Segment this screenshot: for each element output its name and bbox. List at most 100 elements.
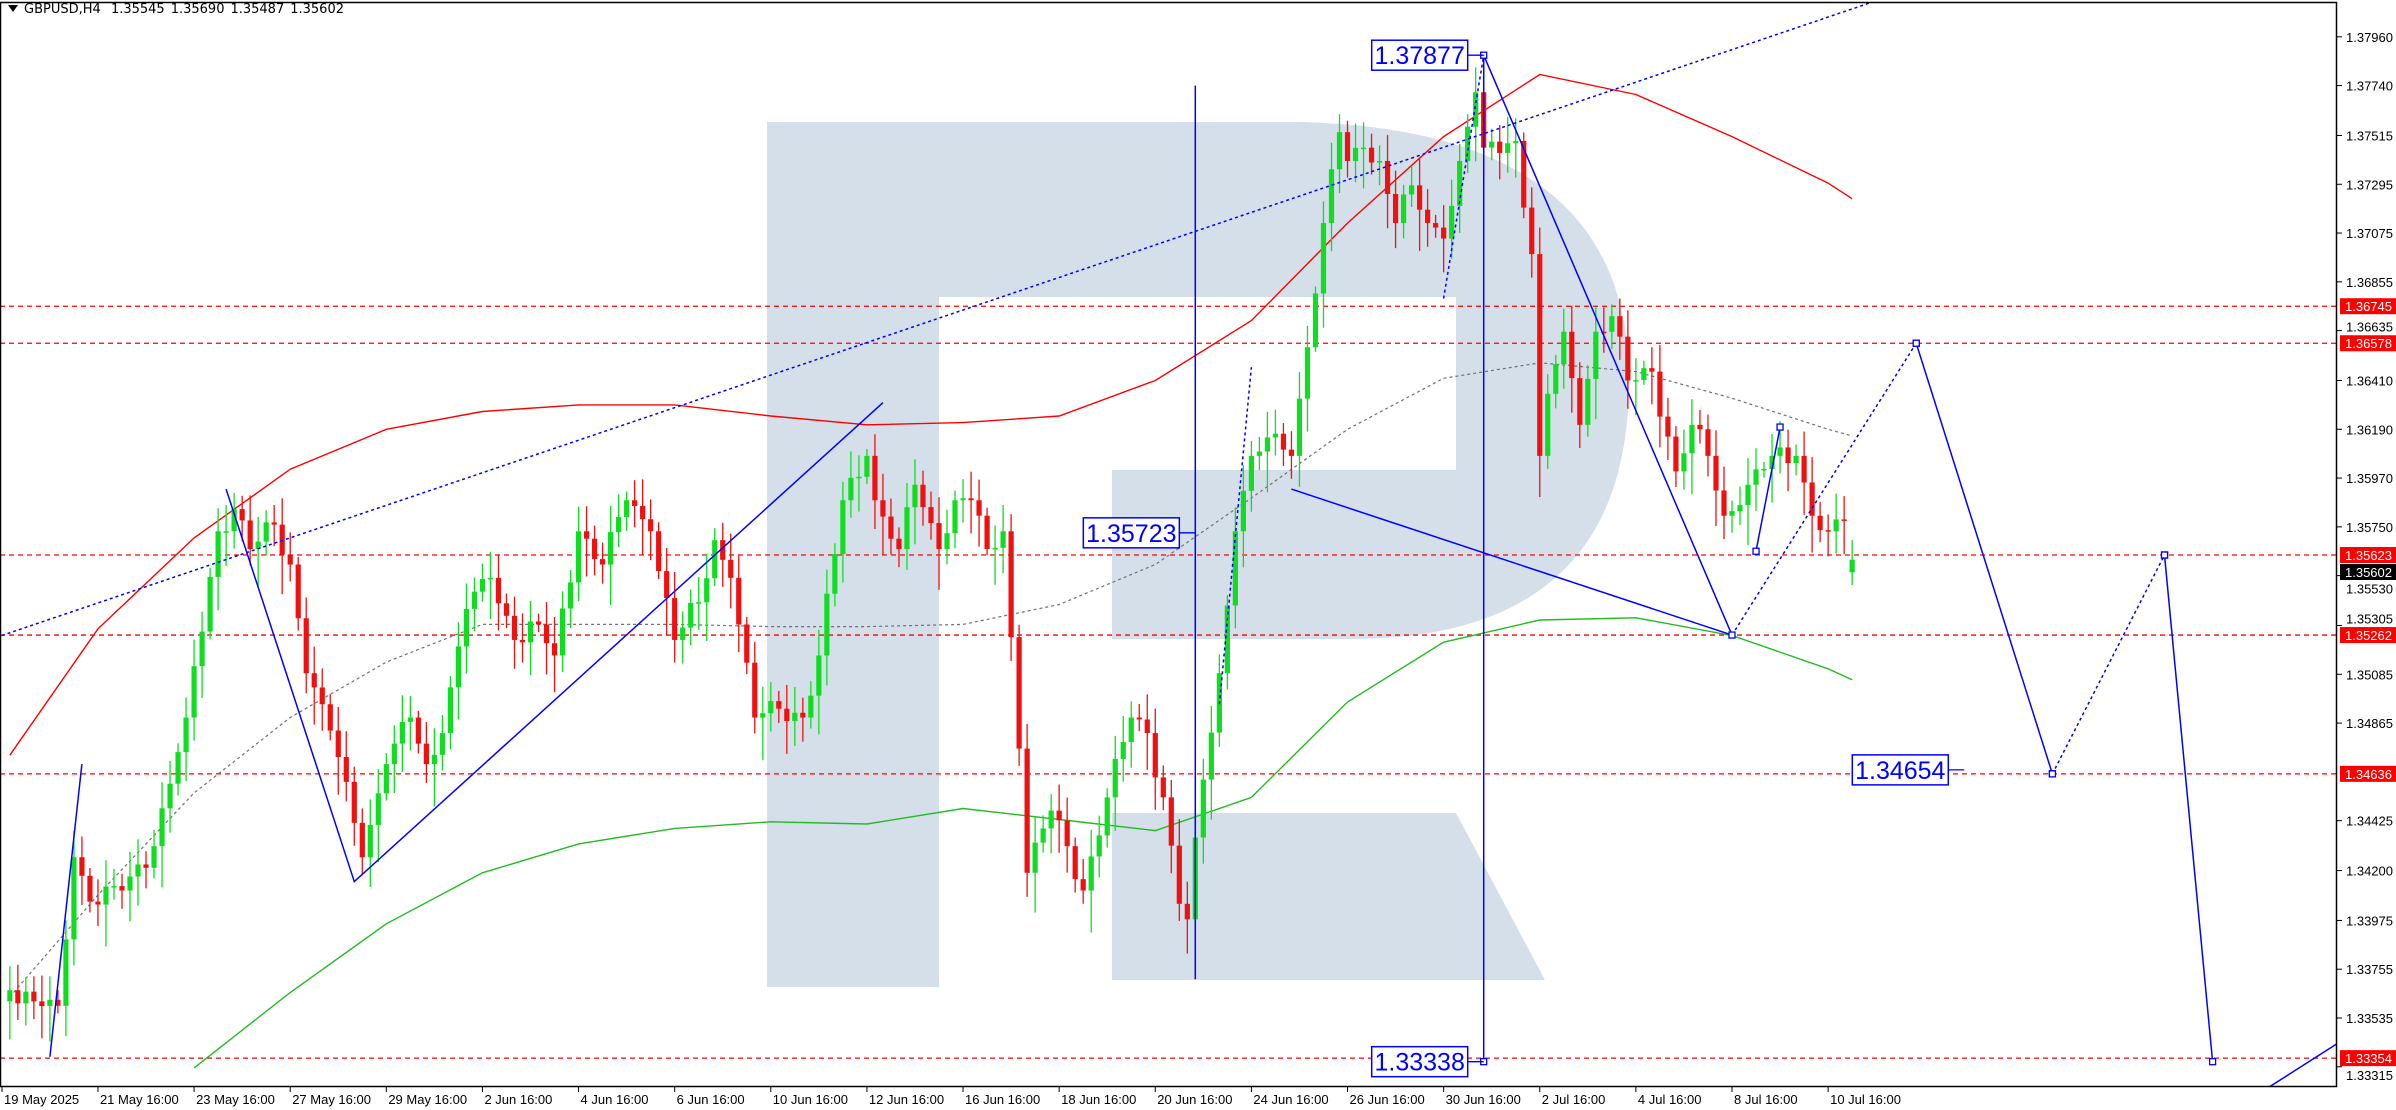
candle-bullish (992, 547, 998, 550)
candle-bearish (888, 516, 894, 539)
wave-point-marker[interactable] (1752, 547, 1760, 555)
candle-bullish (215, 531, 221, 577)
candle-bullish (135, 864, 141, 877)
candle-bullish (391, 743, 397, 765)
candle-bearish (1016, 637, 1022, 749)
candle-bullish (616, 516, 622, 533)
candle-bullish (527, 621, 534, 643)
level-price-label-bg (2340, 298, 2396, 315)
wave-line[interactable] (1915, 342, 2054, 775)
candle-bullish (255, 541, 261, 550)
wave-point-marker[interactable] (2208, 1058, 2217, 1066)
candle-bearish (784, 708, 790, 721)
price-labels[interactable]: 1.37877 1.35723 1.34654 1.33338 (1082, 39, 1965, 1078)
wave-line[interactable] (1291, 488, 1733, 636)
candle-bullish (231, 509, 237, 532)
wave-point-marker[interactable] (1776, 423, 1784, 431)
level-price-label: 1.36745 (2345, 299, 2392, 314)
candle-bearish (31, 991, 37, 1002)
candle-bearish (511, 615, 518, 640)
candle-bullish (567, 582, 574, 609)
candle-bearish (599, 559, 606, 565)
candle-bearish (1080, 879, 1086, 891)
wave-point-marker[interactable] (1912, 339, 1920, 347)
candle-bearish (968, 498, 974, 501)
candle-bearish (1521, 141, 1527, 208)
candle-bearish (984, 515, 990, 550)
candle-bearish (15, 990, 21, 1004)
forecast-dashed-line[interactable] (1731, 342, 1917, 636)
price-label-text: 1.34654 (1855, 757, 1945, 785)
wave-line[interactable] (2163, 554, 2214, 1062)
candle-bearish (936, 523, 942, 550)
x-tick-label: 4 Jun 16:00 (581, 1092, 649, 1107)
candle-bullish (1633, 380, 1639, 382)
triangle-down-icon[interactable] (8, 5, 18, 12)
candle-bullish (1585, 378, 1591, 425)
price-axis[interactable]: 1.37960 1.37740 1.37515 1.37295 1.37075 1.368… (2337, 30, 2396, 1083)
wave-line[interactable] (49, 764, 83, 1057)
candle-bullish (367, 824, 373, 858)
candle-bullish (856, 476, 862, 479)
level-price-label: 1.36578 (2345, 336, 2392, 351)
price-label-box[interactable]: 1.35723 (1082, 517, 1196, 549)
candle-bearish (880, 500, 886, 517)
wave-line[interactable] (2237, 1041, 2341, 1108)
forecast-dashed-line[interactable] (1, 0, 2013, 637)
candle-bearish (664, 571, 670, 599)
candle-bullish (7, 990, 13, 1002)
y-tick-label: 1.37295 (2346, 177, 2393, 192)
candle-bullish (1513, 141, 1519, 144)
price-label-box[interactable]: 1.37877 (1370, 39, 1484, 71)
candle-bullish (712, 540, 718, 579)
candle-bearish (1417, 185, 1423, 210)
candle-bullish (223, 531, 229, 533)
x-tick-label: 16 Jun 16:00 (965, 1092, 1040, 1107)
forecast-dashed-line[interactable] (1442, 55, 1485, 299)
y-tick-label: 1.35750 (2346, 520, 2393, 535)
wave-point-marker[interactable] (2048, 770, 2057, 778)
candle-bearish (1665, 416, 1671, 437)
candle-bearish (415, 717, 421, 744)
candle-bearish (1841, 519, 1847, 521)
level-price-label: 1.33354 (2345, 1051, 2392, 1066)
candle-bullish (864, 455, 870, 477)
candle-bullish (383, 764, 389, 794)
price-label-box[interactable]: 1.33338 (1370, 1045, 1484, 1078)
candle-bullish (431, 754, 437, 765)
time-axis[interactable]: 19 May 2025 21 May 16:00 23 May 16:00 27 Ma… (1, 1086, 1901, 1107)
candle-bearish (247, 520, 253, 550)
candle-bearish (1184, 903, 1190, 920)
candle-bearish (1657, 371, 1663, 417)
candle-bearish (351, 781, 357, 823)
candle-bearish (535, 621, 542, 625)
wave-point-marker[interactable] (2160, 551, 2169, 559)
forecast-dashed-line[interactable] (1218, 367, 1253, 705)
forecast-dashed-line[interactable] (2051, 554, 2166, 775)
x-tick-label: 12 Jun 16:00 (869, 1092, 944, 1107)
candle-bearish (1697, 424, 1703, 430)
y-tick-label: 1.34200 (2346, 864, 2393, 879)
y-tick-label: 1.36410 (2346, 373, 2393, 388)
candle-bullish (1793, 455, 1799, 464)
candle-bullish (1320, 223, 1327, 294)
candle-bearish (1024, 748, 1030, 873)
wave-line[interactable] (1755, 426, 1781, 552)
candle-bearish (1713, 455, 1719, 491)
level-price-label-bg (2340, 335, 2396, 352)
candle-bullish (1120, 742, 1126, 759)
candle-bullish (840, 500, 846, 555)
candle-bullish (191, 666, 197, 718)
wave-line[interactable] (1483, 54, 1733, 636)
chart-header: GBPUSD,H4 1.35545 1.35690 1.35487 1.35602 (8, 2, 350, 17)
candle-bearish (1705, 429, 1711, 456)
wave-point-marker[interactable] (1728, 631, 1736, 639)
candle-bearish (648, 519, 654, 532)
price-label-box[interactable]: 1.34654 (1851, 754, 1965, 786)
candle-bullish (1449, 205, 1455, 239)
level-price-label-bg (2340, 1050, 2396, 1067)
candle-bullish (1593, 331, 1599, 379)
wave-line[interactable] (225, 402, 884, 883)
candle-bullish (1849, 559, 1855, 573)
